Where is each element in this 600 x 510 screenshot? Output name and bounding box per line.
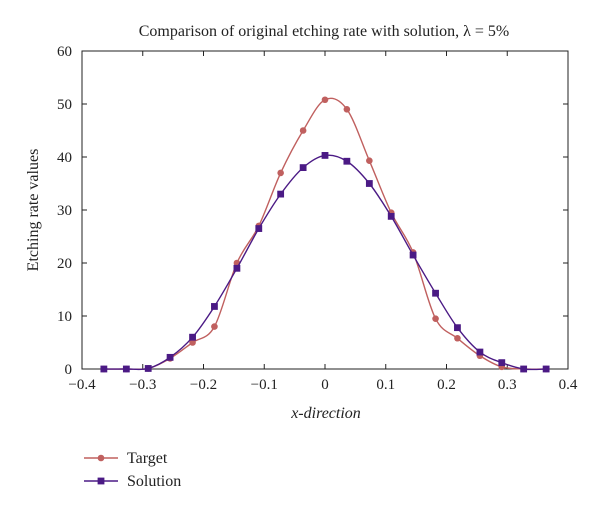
data-point-target [211,323,218,330]
data-point-solution [189,333,196,341]
data-point-solution [233,264,241,272]
data-point-solution [365,180,373,187]
data-point-solution [144,365,152,372]
x-tick-label: 0.3 [498,377,517,393]
data-point-solution [476,348,484,356]
data-point-solution [498,359,506,367]
series-layer [100,96,550,373]
x-tick-label: −0.2 [190,377,217,393]
data-point-solution [211,303,218,310]
x-tick-label: −0.3 [129,377,156,393]
data-point-solution [299,164,307,171]
legend-item-target: Target [84,450,168,467]
data-point-target [299,127,307,134]
series-target [100,96,550,373]
chart-title: Comparison of original etching rate with… [139,23,510,40]
data-point-solution [454,324,461,332]
y-tick-label: 40 [57,150,72,166]
y-axis-label: Etching rate values [25,149,42,272]
legend-label-solution: Solution [127,473,181,490]
series-line-target [103,97,547,371]
data-point-target [343,106,351,113]
legend: Target Solution [84,450,181,490]
data-point-solution [255,225,263,232]
legend-marker-solution [97,477,105,485]
data-point-solution [277,190,285,198]
y-tick-label: 20 [57,256,72,272]
data-point-target [277,169,284,177]
x-tick-label: 0 [321,377,329,393]
data-point-solution [542,365,550,373]
x-tick-label: 0.4 [559,377,578,393]
data-point-solution [100,365,108,373]
x-tick-label: 0.2 [437,377,456,393]
data-point-solution [409,251,417,259]
y-tick-label: 10 [57,309,72,325]
data-point-solution [166,353,174,361]
legend-label-target: Target [127,450,168,467]
data-point-target [432,315,439,322]
data-point-solution [432,289,439,297]
data-point-solution [321,152,329,159]
data-point-target [321,96,329,104]
data-point-target [454,334,461,342]
x-tick-label: 0.1 [376,377,395,393]
axis-ticks: −0.4 −0.3 −0.2 −0.1 0 0.1 0.2 0.3 0.4 0 10 20 30 40 50… [57,44,578,393]
legend-marker-target [97,454,105,462]
data-point-solution [520,365,528,373]
y-tick-label: 0 [65,362,73,378]
data-point-target [366,157,373,165]
data-point-solution [343,157,351,165]
y-tick-label: 50 [57,97,72,113]
x-axis-label: x-direction [290,405,361,422]
y-tick-label: 60 [57,44,72,60]
x-tick-label: −0.4 [68,377,96,393]
series-solution [100,152,550,373]
legend-item-solution: Solution [84,473,181,490]
data-point-solution [387,212,395,220]
series-line-solution [103,154,547,371]
data-point-solution [122,365,130,373]
y-tick-label: 30 [57,203,72,219]
x-tick-label: −0.1 [251,377,278,393]
data-point-target [189,339,196,346]
